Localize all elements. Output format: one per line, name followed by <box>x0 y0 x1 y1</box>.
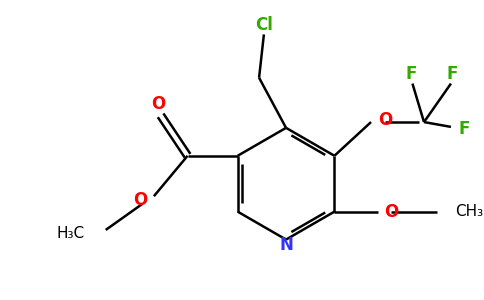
Text: O: O <box>151 95 166 113</box>
Text: H₃C: H₃C <box>57 226 85 241</box>
Text: O: O <box>378 111 392 129</box>
Text: O: O <box>133 191 147 209</box>
Text: CH₃: CH₃ <box>455 204 483 219</box>
Text: F: F <box>459 120 470 138</box>
Text: O: O <box>384 202 399 220</box>
Text: F: F <box>406 65 417 83</box>
Text: Cl: Cl <box>255 16 273 34</box>
Text: F: F <box>446 65 457 83</box>
Text: N: N <box>279 236 293 254</box>
